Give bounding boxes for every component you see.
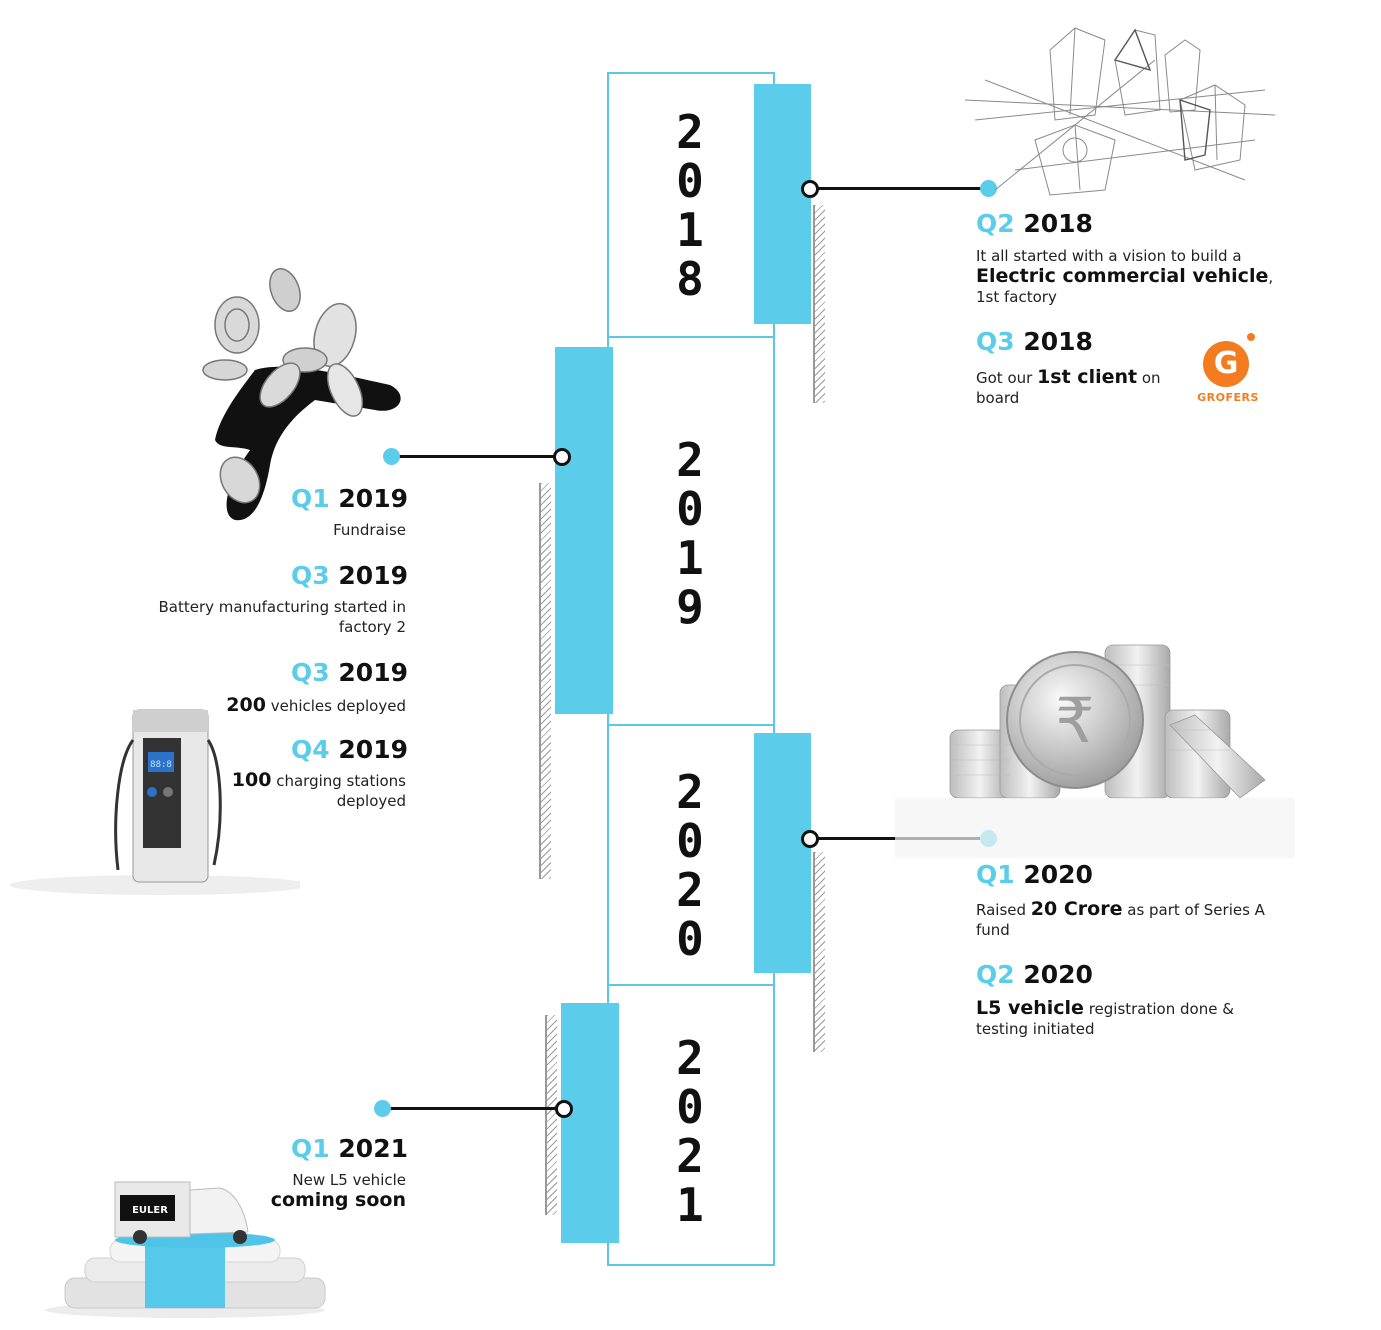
sketch-illustration-icon	[964, 27, 1276, 196]
connector-node-2018	[801, 180, 819, 198]
connector-node-2020	[801, 830, 819, 848]
milestone-heading-q2-2018: Q2 2018	[976, 209, 1093, 238]
hatch-2019	[539, 483, 551, 879]
milestone-text-q1-2019: Fundraise	[333, 521, 406, 539]
year-box-2018	[607, 72, 775, 338]
euler-logo-text: EULER	[132, 1205, 168, 1216]
svg-text:₹: ₹	[1055, 684, 1094, 757]
milestone-text-q3-2019-vehicles: 200 vehicles deployed	[226, 694, 406, 716]
connector-dot-2018	[980, 180, 997, 197]
connector-node-2019	[553, 448, 571, 466]
milestone-heading-q3-2018: Q3 2018	[976, 327, 1093, 356]
charging-station-icon: 88:8	[10, 709, 300, 895]
grofers-logo-name: GROFERS	[1197, 391, 1259, 404]
accent-bar-2019	[555, 347, 613, 714]
accent-bar-2020	[754, 733, 811, 973]
year-box-2021	[607, 984, 775, 1266]
grofers-logo-circle: G	[1203, 341, 1249, 387]
connector-2018	[810, 187, 986, 190]
hatch-2020	[813, 852, 825, 1052]
milestone-text-q1-2020: Raised 20 Crore as part of Series A fund	[976, 898, 1265, 939]
milestone-text-q2-2020: L5 vehicle registration done & testing i…	[976, 997, 1234, 1038]
milestone-text-q3-2019-battery: Battery manufacturing started in factory…	[158, 598, 406, 636]
milestone-text-q3-2018: Got our 1st client on board	[976, 366, 1161, 407]
milestone-heading-q1-2020: Q1 2020	[976, 860, 1093, 889]
grofers-logo: G GROFERS	[1197, 333, 1261, 408]
coin-stack-icon: ₹	[895, 644, 1295, 858]
connector-node-2021	[555, 1100, 573, 1118]
milestone-heading-q2-2020: Q2 2020	[976, 960, 1093, 989]
accent-bar-2018	[754, 84, 811, 324]
milestone-text-q2-2018: It all started with a vision to build a …	[976, 247, 1274, 306]
connector-dot-2019	[383, 448, 400, 465]
connector-dot-2021	[374, 1100, 391, 1117]
milestone-heading-q3-2019-battery: Q3 2019	[291, 561, 408, 590]
connector-2019	[396, 455, 564, 458]
connector-2021	[388, 1107, 564, 1110]
charger-display-icon: 88:8	[150, 760, 172, 770]
year-box-2019	[607, 336, 775, 726]
milestone-text-q1-2021: New L5 vehicle coming soon	[270, 1171, 406, 1211]
grofers-logo-dot	[1247, 333, 1255, 341]
hatch-2018	[813, 205, 825, 403]
milestone-heading-q1-2019: Q1 2019	[291, 484, 408, 513]
podium-vehicle-illustration-icon: EULER	[45, 1181, 326, 1318]
accent-bar-2021	[561, 1003, 619, 1243]
milestone-text-q4-2019: 100 charging stations deployed	[231, 769, 406, 810]
milestone-heading-q1-2021: Q1 2021	[291, 1134, 408, 1163]
milestone-heading-q3-2019-vehicles: Q3 2019	[291, 658, 408, 687]
flying-coins-illustration-icon	[202, 268, 401, 521]
milestone-heading-q4-2019: Q4 2019	[291, 735, 408, 764]
hatch-2021	[545, 1015, 557, 1215]
